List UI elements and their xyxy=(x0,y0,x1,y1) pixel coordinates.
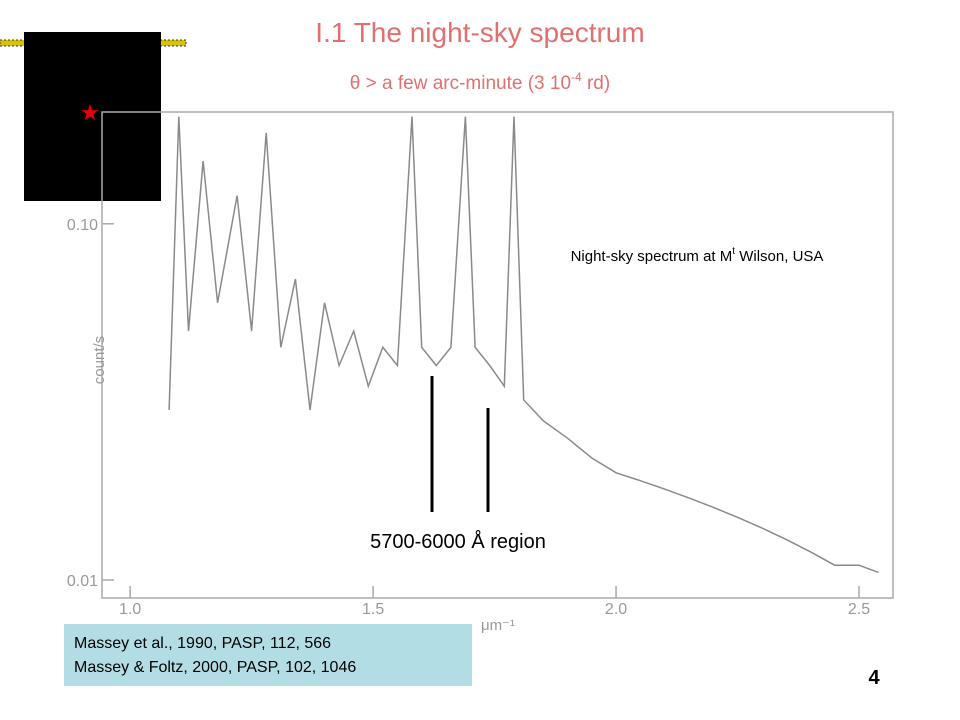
page-number: 4 xyxy=(868,667,880,689)
subtitle-text: rd) xyxy=(582,73,611,94)
subtitle-sup: -4 xyxy=(571,70,582,84)
y-tick-label: 0.10 xyxy=(67,217,98,234)
spectrum-line xyxy=(168,116,879,574)
annotation-text: Night-sky spectrum at M xyxy=(571,248,733,265)
slide-title: I.1 The night-sky spectrum xyxy=(315,17,644,48)
reference: Massey & Foltz, 2000, PASP, 102, 1046 xyxy=(74,659,356,676)
x-tick-label: 2.5 xyxy=(848,601,870,618)
y-axis-label: count/s xyxy=(91,336,108,384)
star: ★ xyxy=(80,100,100,125)
annotation-text: Wilson, USA xyxy=(735,248,823,265)
x-tick-label: 1.5 xyxy=(362,601,384,618)
slide-subtitle: θ > a few arc-minute (3 10-4 rd) xyxy=(350,70,610,94)
plot-frame xyxy=(101,111,894,599)
subtitle-text: θ > a few arc-minute (3 10 xyxy=(350,73,571,94)
annotation-sup: t xyxy=(732,246,735,257)
reference: Massey et al., 1990, PASP, 112, 566 xyxy=(74,635,331,652)
chart: count/s μm⁻¹ Night-sky spectrum at Mt Wi… xyxy=(67,111,894,634)
x-axis-label: μm⁻¹ xyxy=(481,617,515,634)
region-label: 5700-6000 Å region xyxy=(370,530,546,553)
x-tick-label: 1.0 xyxy=(119,601,141,618)
y-tick-label: 0.01 xyxy=(67,573,98,590)
reference-box xyxy=(64,624,472,686)
logo-box xyxy=(24,32,161,201)
x-tick-label: 2.0 xyxy=(605,601,627,618)
annotation: Night-sky spectrum at Mt Wilson, USA xyxy=(571,246,824,265)
